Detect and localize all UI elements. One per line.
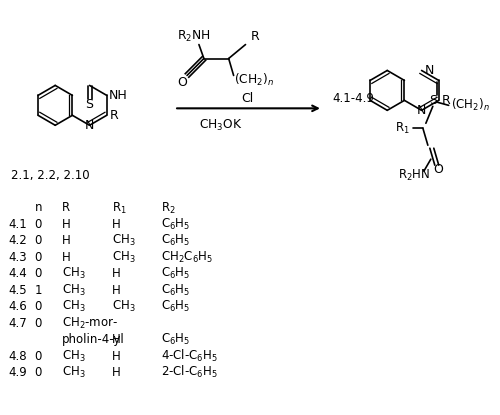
Text: R: R xyxy=(110,109,118,122)
Text: CH$_3$OK: CH$_3$OK xyxy=(199,118,242,133)
Text: 4.8: 4.8 xyxy=(8,349,27,362)
Text: R$_2$NH: R$_2$NH xyxy=(177,29,210,44)
Text: H: H xyxy=(112,218,120,231)
Text: CH$_2$-mor-: CH$_2$-mor- xyxy=(62,315,118,331)
Text: R$_1$: R$_1$ xyxy=(395,121,410,136)
Text: 2-Cl-C$_6$H$_5$: 2-Cl-C$_6$H$_5$ xyxy=(162,364,218,381)
Text: N: N xyxy=(424,64,434,77)
Text: (CH$_2$)$_n$: (CH$_2$)$_n$ xyxy=(234,72,274,88)
Text: C$_6$H$_5$: C$_6$H$_5$ xyxy=(162,283,190,298)
Text: H: H xyxy=(62,218,71,231)
Text: 0: 0 xyxy=(34,234,42,247)
Text: CH$_3$: CH$_3$ xyxy=(62,283,86,298)
Text: 4.7: 4.7 xyxy=(8,317,28,330)
Text: 4-Cl-C$_6$H$_5$: 4-Cl-C$_6$H$_5$ xyxy=(162,348,218,364)
Text: 0: 0 xyxy=(34,267,42,280)
Text: N: N xyxy=(85,119,94,132)
Text: H: H xyxy=(112,349,120,362)
Text: 4.9: 4.9 xyxy=(8,366,28,379)
Text: (CH$_2$)$_n$: (CH$_2$)$_n$ xyxy=(450,97,490,113)
Text: 2.1, 2.2, 2.10: 2.1, 2.2, 2.10 xyxy=(10,168,89,182)
Text: S: S xyxy=(86,98,94,111)
Text: 0: 0 xyxy=(34,300,42,313)
Text: CH$_3$: CH$_3$ xyxy=(62,349,86,364)
Text: CH$_2$C$_6$H$_5$: CH$_2$C$_6$H$_5$ xyxy=(162,250,214,265)
Text: 1: 1 xyxy=(34,284,42,297)
Text: R: R xyxy=(62,202,70,215)
Text: C$_6$H$_5$: C$_6$H$_5$ xyxy=(162,266,190,281)
Text: R$_2$: R$_2$ xyxy=(162,200,176,215)
Text: 4.1: 4.1 xyxy=(8,218,28,231)
Text: H: H xyxy=(112,333,120,346)
Text: R: R xyxy=(442,94,450,107)
Text: pholin-4-yl: pholin-4-yl xyxy=(62,333,125,346)
Text: R$_2$HN: R$_2$HN xyxy=(398,168,430,183)
Text: CH$_3$: CH$_3$ xyxy=(112,233,136,249)
Text: H: H xyxy=(112,366,120,379)
Text: 4.3: 4.3 xyxy=(8,251,27,264)
Text: C$_6$H$_5$: C$_6$H$_5$ xyxy=(162,217,190,232)
Text: O: O xyxy=(433,163,442,176)
Text: H: H xyxy=(62,251,71,264)
Text: H: H xyxy=(62,234,71,247)
Text: 4.6: 4.6 xyxy=(8,300,28,313)
Text: 4.4: 4.4 xyxy=(8,267,28,280)
Text: C$_6$H$_5$: C$_6$H$_5$ xyxy=(162,233,190,249)
Text: CH$_3$: CH$_3$ xyxy=(62,365,86,380)
Text: 0: 0 xyxy=(34,366,42,379)
Text: CH$_3$: CH$_3$ xyxy=(62,266,86,281)
Text: 4.2: 4.2 xyxy=(8,234,28,247)
Text: S: S xyxy=(429,94,437,107)
Text: C$_6$H$_5$: C$_6$H$_5$ xyxy=(162,299,190,314)
Text: CH$_3$: CH$_3$ xyxy=(112,250,136,265)
Text: Cl: Cl xyxy=(242,92,254,105)
Text: H: H xyxy=(112,267,120,280)
Text: R: R xyxy=(250,30,259,43)
Text: CH$_3$: CH$_3$ xyxy=(112,299,136,314)
Text: 4.5: 4.5 xyxy=(8,284,27,297)
Text: N: N xyxy=(417,104,426,117)
Text: 0: 0 xyxy=(34,317,42,330)
Text: NH: NH xyxy=(108,89,128,102)
Text: 0: 0 xyxy=(34,218,42,231)
Text: n: n xyxy=(34,202,42,215)
Text: 0: 0 xyxy=(34,349,42,362)
Text: O: O xyxy=(177,76,187,89)
Text: CH$_3$: CH$_3$ xyxy=(62,299,86,314)
Text: 0: 0 xyxy=(34,251,42,264)
Text: C$_6$H$_5$: C$_6$H$_5$ xyxy=(162,332,190,347)
Text: R$_1$: R$_1$ xyxy=(112,200,126,215)
Text: 4.1-4.9: 4.1-4.9 xyxy=(332,92,374,105)
Text: H: H xyxy=(112,284,120,297)
